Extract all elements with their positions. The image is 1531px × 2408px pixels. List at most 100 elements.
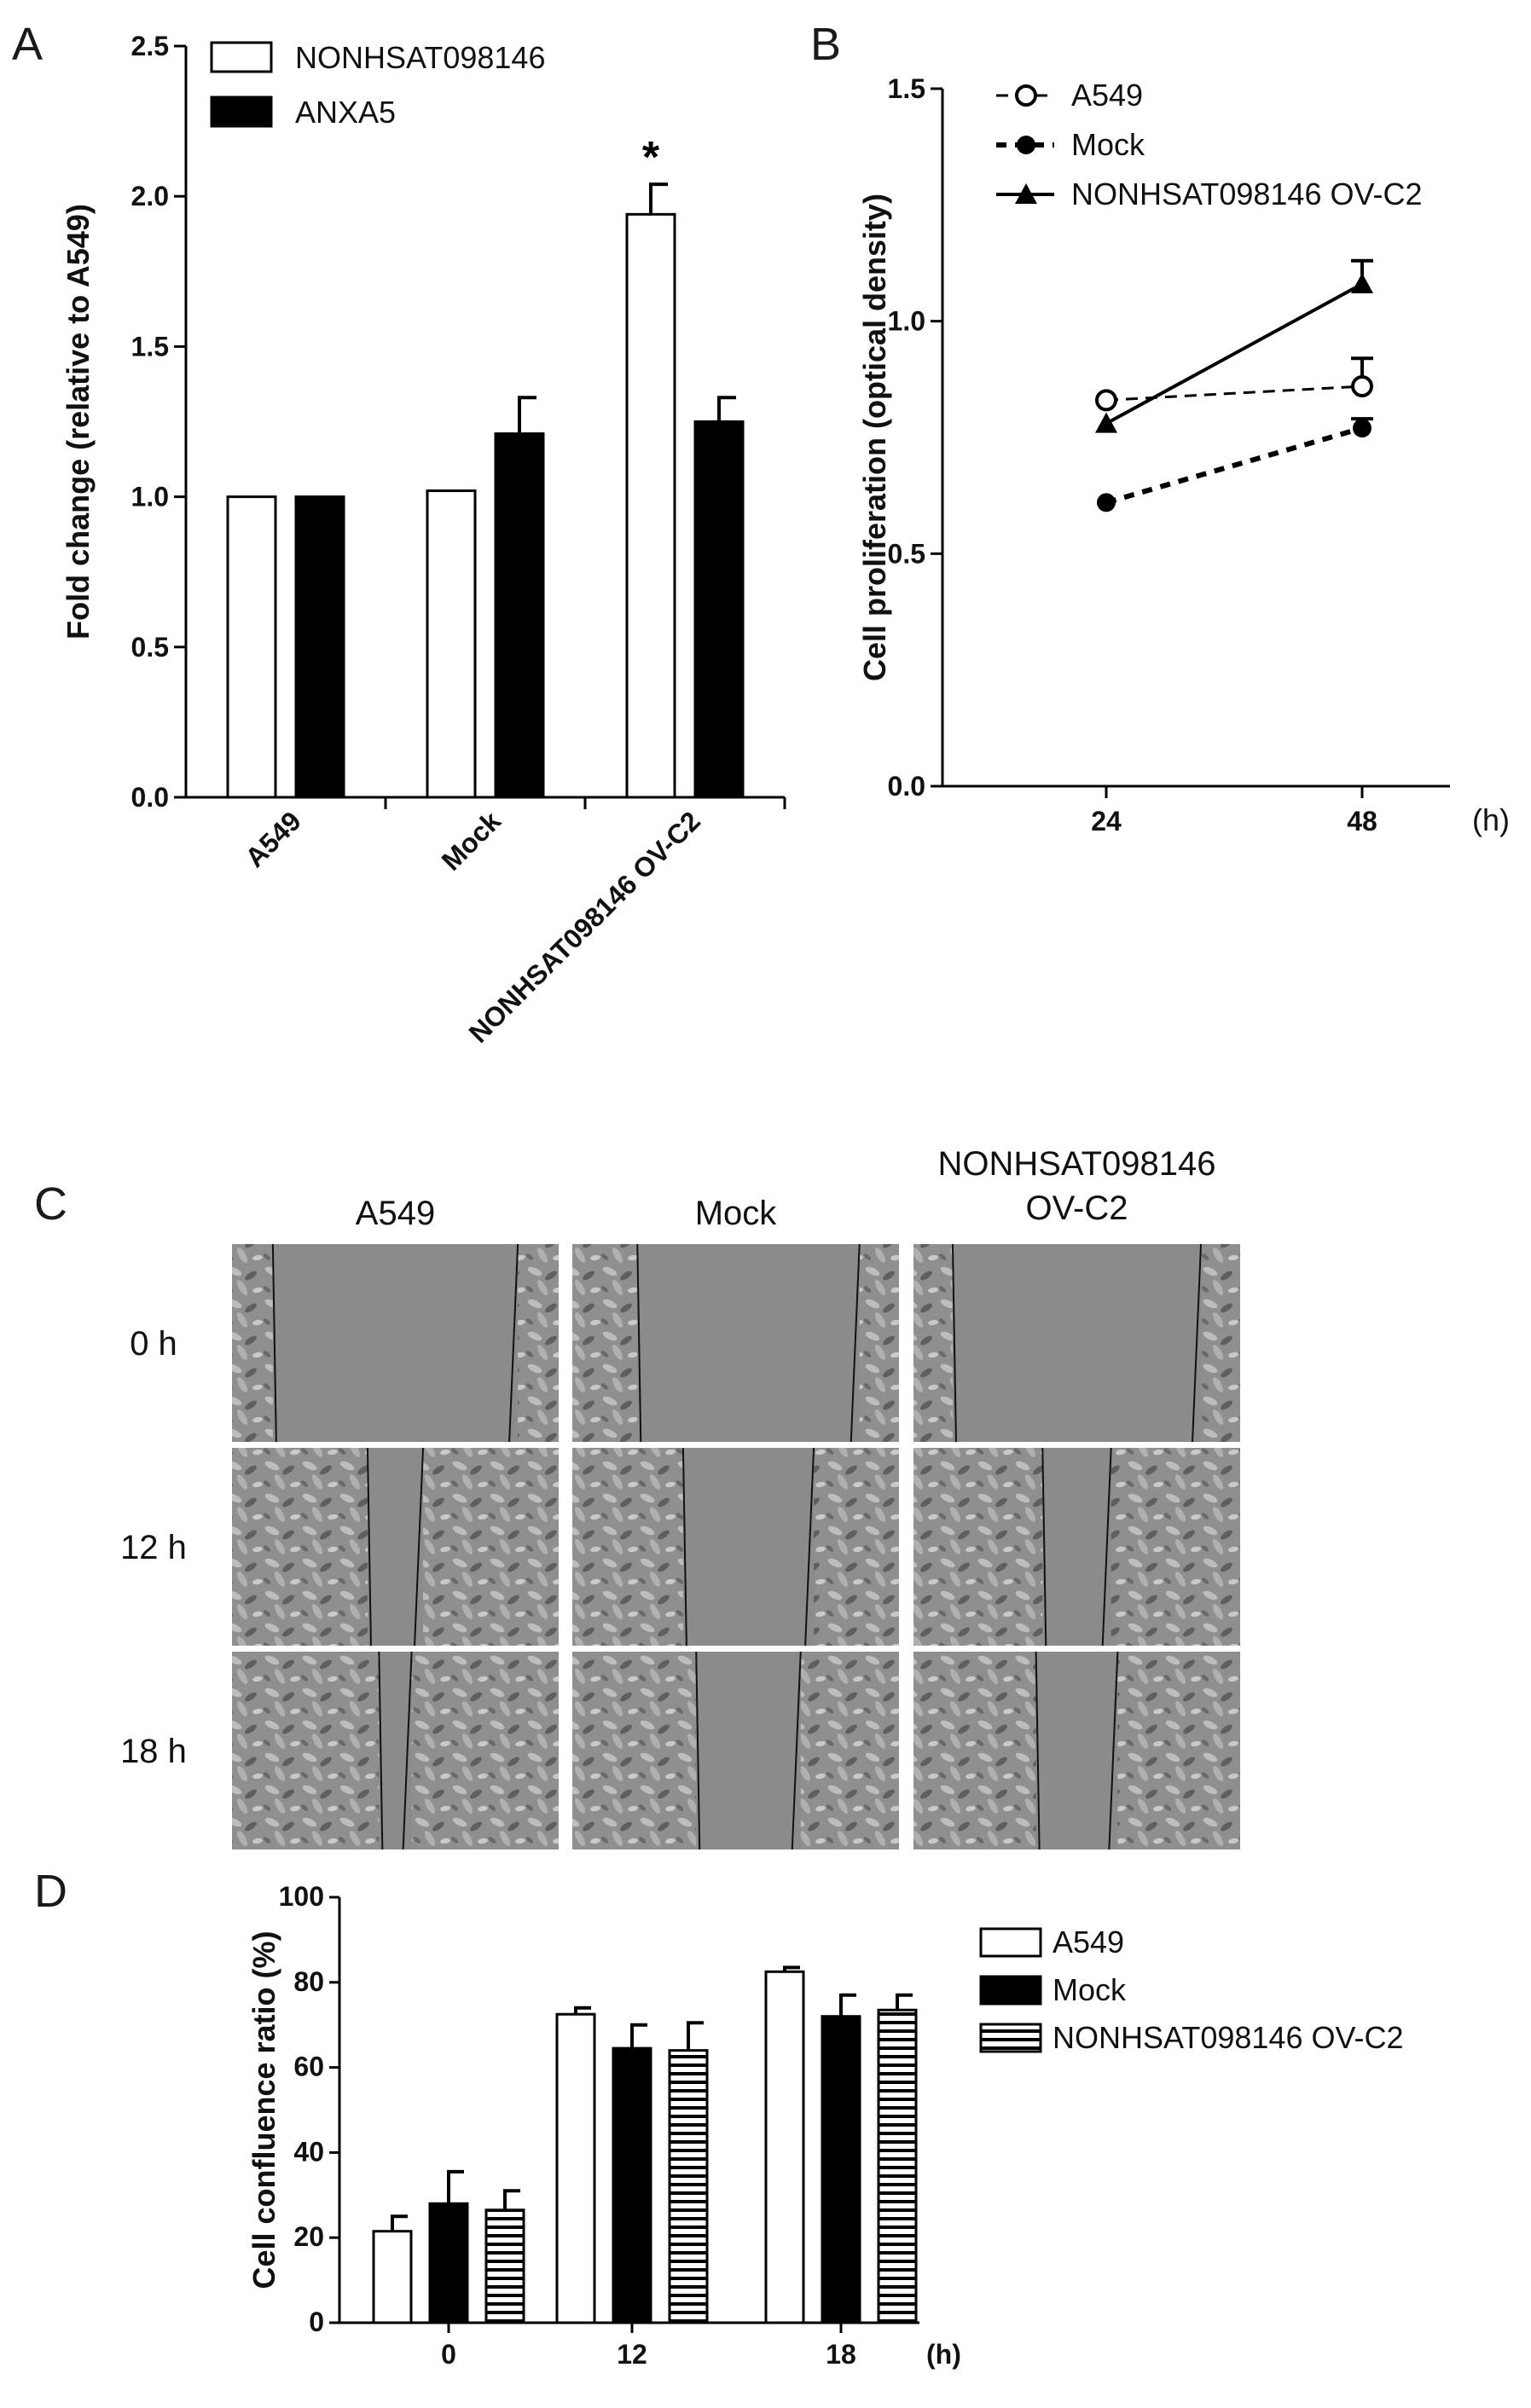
panel-c-wound-healing-grid: A549 Mock NONHSAT098146 OV-C2 0 h 12 h 18 h bbox=[120, 1145, 1240, 1850]
micrograph-1-2 bbox=[913, 1447, 1240, 1647]
bar-0-1 bbox=[555, 2012, 596, 2324]
wound-edge-left bbox=[951, 1243, 957, 1443]
column-label-line: OV-C2 bbox=[1025, 1190, 1128, 1227]
chart-a-fold-change: 0.0 0.5 1.0 1.5 2.0 2.5 Fold change (relative … bbox=[61, 31, 786, 1049]
series-line-1 bbox=[1105, 425, 1363, 506]
wound-gap bbox=[379, 1652, 412, 1849]
wound-edge-left bbox=[636, 1243, 642, 1443]
y-tick-label: 40 bbox=[293, 2136, 324, 2167]
column-label-line: A549 bbox=[356, 1195, 435, 1232]
column-label-line: NONHSAT098146 bbox=[937, 1145, 1215, 1183]
column-label: Mock bbox=[695, 1195, 778, 1232]
y-tick-label: 100 bbox=[279, 1881, 324, 1912]
x-tick-label: 48 bbox=[1347, 806, 1377, 836]
y-tick-label: 0.5 bbox=[888, 538, 925, 569]
y-axis-title: Fold change (relative to A549) bbox=[61, 204, 96, 640]
wound-gap bbox=[272, 1244, 519, 1442]
row-label: 18 h bbox=[120, 1733, 187, 1770]
column-label: NONHSAT098146 OV-C2 bbox=[937, 1145, 1215, 1227]
data-point-2-1 bbox=[1351, 273, 1373, 294]
wound-gap bbox=[1042, 1448, 1111, 1646]
y-tick-label: 20 bbox=[293, 2221, 324, 2252]
wound-edge-left bbox=[681, 1447, 687, 1647]
micrograph-2-1 bbox=[572, 1651, 899, 1850]
wound-gap bbox=[682, 1448, 815, 1646]
legend-label: Mock bbox=[1053, 1972, 1127, 2007]
wound-gap bbox=[952, 1244, 1202, 1442]
row-label: 0 h bbox=[130, 1325, 177, 1363]
data-point-1-1 bbox=[1353, 419, 1372, 438]
wound-edge-right bbox=[1192, 1243, 1203, 1443]
chart-b-proliferation: 0.0 0.5 1.0 1.5 24 48 (h) Cell proliferation (o… bbox=[857, 73, 1510, 837]
bar-1-2 bbox=[821, 2015, 861, 2324]
y-axis-title: Cell proliferation (optical density) bbox=[857, 194, 892, 681]
x-tick-label: 12 bbox=[617, 2339, 647, 2370]
column-label: A549 bbox=[356, 1195, 435, 1232]
legend-swatch bbox=[979, 2023, 1042, 2053]
legend-swatch bbox=[210, 41, 273, 73]
legend-swatch bbox=[210, 96, 273, 128]
micrograph-2-2 bbox=[913, 1651, 1240, 1850]
micrograph-1-1 bbox=[572, 1447, 899, 1647]
y-axis-title: Cell confluence ratio (%) bbox=[246, 1930, 281, 2289]
bar-2-0 bbox=[484, 2208, 525, 2324]
legend-label: NONHSAT098146 bbox=[295, 40, 545, 75]
wound-gap bbox=[637, 1244, 860, 1442]
bar-nonhsat098146-2 bbox=[625, 212, 676, 799]
y-tick-label: 0 bbox=[309, 2307, 324, 2337]
x-tick-label: 18 bbox=[826, 2339, 856, 2370]
wound-edge-left bbox=[1041, 1447, 1047, 1647]
bar-nonhsat098146-0 bbox=[226, 495, 277, 799]
legend-swatch bbox=[979, 1975, 1042, 2006]
legend-label: ANXA5 bbox=[295, 95, 396, 130]
wound-edge-right bbox=[1101, 1447, 1112, 1647]
significance-star: * bbox=[642, 133, 660, 182]
wound-gap bbox=[367, 1448, 424, 1646]
y-tick-label: 80 bbox=[293, 1966, 324, 1997]
bar-nonhsat098146-1 bbox=[426, 489, 477, 799]
legend-label: NONHSAT098146 OV-C2 bbox=[1053, 2020, 1404, 2055]
micrograph-1-0 bbox=[232, 1447, 559, 1647]
wound-edge-right bbox=[791, 1651, 802, 1850]
wound-edge-left bbox=[271, 1243, 277, 1443]
bar-anxa5-1 bbox=[494, 432, 545, 799]
bar-0-0 bbox=[372, 2230, 413, 2324]
data-point-2-0 bbox=[1095, 412, 1117, 433]
data-point-1-0 bbox=[1097, 493, 1116, 512]
wound-edge-left bbox=[1035, 1651, 1041, 1850]
y-tick-label: 1.5 bbox=[888, 73, 925, 104]
panel-letter-d: D bbox=[34, 1866, 67, 1917]
x-tick-label: NONHSAT098146 OV-C2 bbox=[463, 805, 706, 1048]
micrograph-0-2 bbox=[913, 1243, 1240, 1443]
chart-d-confluence: 0 20 40 60 80 100 Cell confluence ratio (%) 0 12… bbox=[246, 1881, 1404, 2370]
legend-marker bbox=[1015, 183, 1037, 204]
y-tick-label: 1.0 bbox=[131, 482, 169, 512]
y-tick-label: 0.0 bbox=[888, 771, 925, 802]
bar-2-2 bbox=[877, 2008, 918, 2324]
x-tick-label: Mock bbox=[436, 805, 507, 876]
legend-label: NONHSAT098146 OV-C2 bbox=[1071, 177, 1423, 211]
wound-edge-right bbox=[1108, 1651, 1119, 1850]
bar-anxa5-2 bbox=[693, 420, 745, 799]
y-tick-label: 2.0 bbox=[131, 181, 169, 211]
x-tick-label: 24 bbox=[1091, 806, 1122, 836]
micrograph-0-1 bbox=[572, 1243, 899, 1443]
data-point-0-1 bbox=[1351, 375, 1373, 398]
wound-edge-right bbox=[414, 1447, 425, 1647]
y-tick-label: 1.5 bbox=[131, 331, 169, 362]
wound-edge-right bbox=[508, 1243, 519, 1443]
y-tick-label: 0.0 bbox=[131, 782, 169, 813]
y-tick-label: 1.0 bbox=[888, 306, 925, 337]
bar-1-1 bbox=[612, 2046, 652, 2324]
row-label: 12 h bbox=[120, 1529, 187, 1566]
wound-edge-right bbox=[402, 1651, 413, 1850]
legend-swatch bbox=[979, 1927, 1042, 1958]
column-label-line: Mock bbox=[695, 1195, 778, 1232]
y-tick-label: 2.5 bbox=[131, 31, 169, 61]
legend-label: A549 bbox=[1053, 1925, 1124, 1959]
panel-letter-c: C bbox=[34, 1178, 67, 1230]
panel-letter-b: B bbox=[810, 19, 841, 70]
series-line-2 bbox=[1105, 282, 1363, 425]
x-tick-label: A549 bbox=[239, 805, 307, 873]
